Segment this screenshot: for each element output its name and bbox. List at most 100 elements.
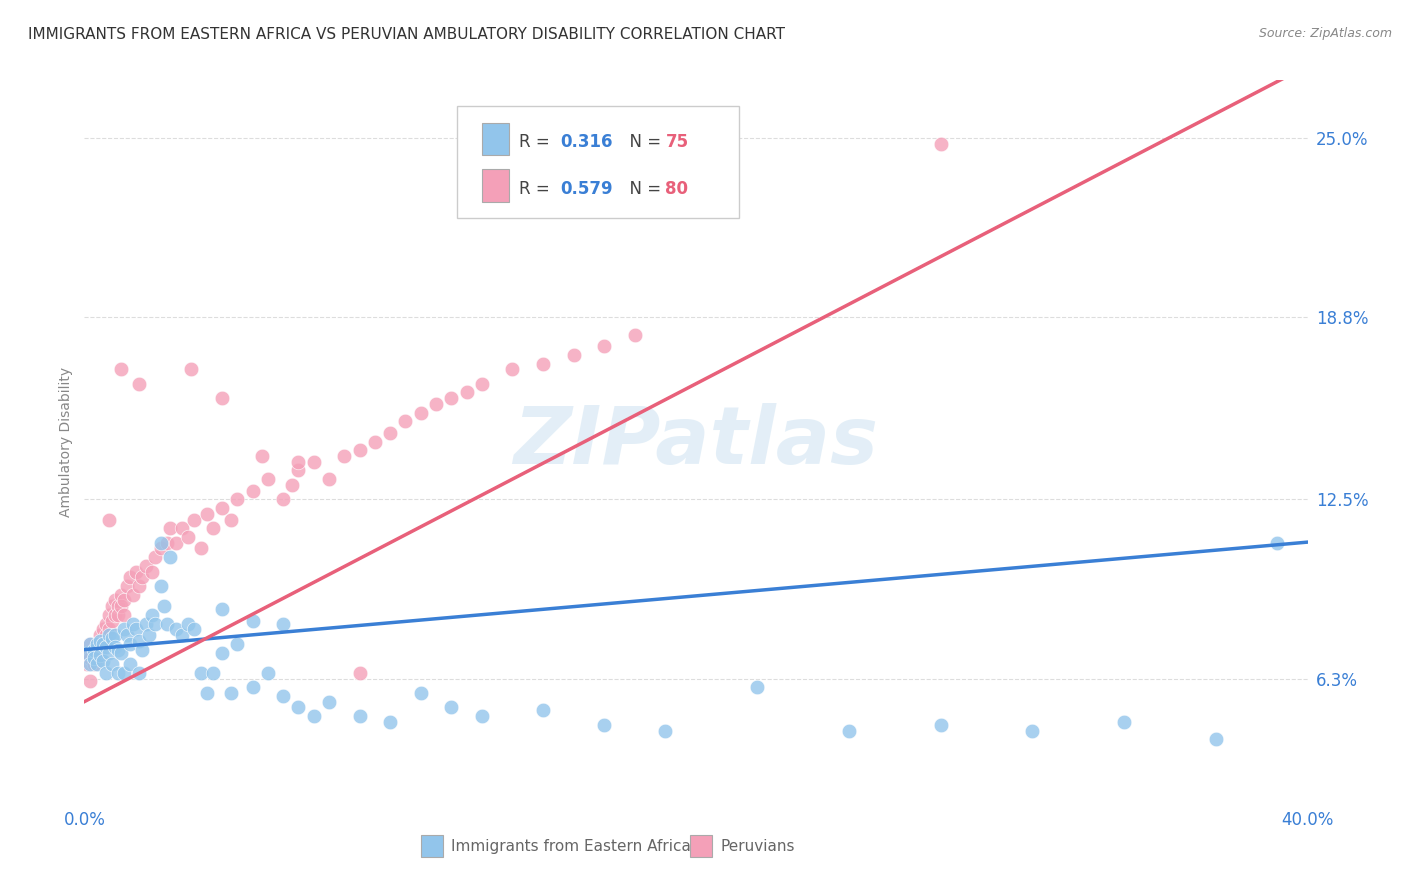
Point (195, 507, 218, 521)
Point (302, 709, 325, 723)
Point (190, 541, 212, 556)
Point (177, 530, 200, 544)
Point (271, 616, 294, 631)
Point (172, 521, 194, 535)
Point (531, 703, 554, 717)
Point (141, 565, 163, 579)
Point (101, 631, 124, 645)
Point (211, 501, 233, 516)
Point (929, 718, 952, 732)
Point (1114, 714, 1136, 729)
Point (94, 665, 117, 680)
Point (409, 686, 432, 700)
Point (143, 550, 166, 565)
Point (190, 665, 212, 680)
Point (101, 614, 124, 628)
Point (149, 541, 172, 556)
Point (471, 376, 494, 391)
Text: 80: 80 (665, 180, 689, 198)
Text: 0.579: 0.579 (560, 180, 613, 198)
Point (149, 579, 172, 593)
Point (271, 492, 294, 507)
Point (242, 483, 264, 498)
Point (349, 709, 371, 723)
Point (250, 449, 273, 463)
Point (624, 327, 647, 342)
Point (83, 651, 105, 665)
Point (91, 637, 114, 651)
Point (318, 695, 340, 709)
Point (287, 700, 309, 714)
Point (91, 654, 114, 668)
Text: ZIPatlas: ZIPatlas (513, 402, 879, 481)
Point (440, 700, 463, 714)
Point (107, 665, 129, 680)
Point (165, 535, 187, 549)
Point (110, 588, 132, 602)
Bar (482, 122, 509, 155)
Point (97, 512, 120, 526)
Point (120, 657, 142, 671)
Point (211, 602, 233, 616)
Point (135, 616, 157, 631)
Point (149, 535, 172, 549)
Point (115, 579, 138, 593)
Point (929, 136, 952, 151)
Point (409, 406, 432, 420)
Point (349, 665, 371, 680)
Point (281, 478, 304, 492)
Point (79, 637, 101, 651)
Point (159, 550, 181, 565)
Point (440, 391, 463, 405)
Point (79, 651, 101, 665)
Point (104, 628, 127, 642)
Point (219, 686, 242, 700)
Point (110, 362, 132, 376)
Point (104, 593, 127, 607)
Point (201, 521, 224, 535)
Point (86, 637, 108, 651)
Point (211, 391, 233, 405)
Point (380, 714, 402, 729)
Point (76, 646, 98, 660)
Point (593, 339, 616, 353)
Point (364, 434, 387, 449)
Point (104, 640, 127, 654)
Point (76, 646, 98, 660)
Point (79, 637, 101, 651)
Point (97, 607, 120, 622)
Text: N =: N = (619, 180, 666, 198)
Point (110, 646, 132, 660)
Point (115, 628, 138, 642)
Point (143, 616, 166, 631)
Point (131, 642, 153, 657)
Point (226, 492, 249, 507)
Point (112, 665, 135, 680)
Point (122, 616, 145, 631)
Point (107, 642, 129, 657)
Point (257, 665, 280, 680)
Point (97, 628, 120, 642)
Point (97, 646, 120, 660)
Point (128, 634, 150, 648)
Point (1021, 723, 1043, 738)
Point (131, 570, 153, 584)
Point (107, 599, 129, 614)
Point (654, 723, 676, 738)
Point (318, 472, 340, 486)
Point (1265, 535, 1288, 549)
Point (425, 397, 447, 411)
Point (79, 657, 101, 671)
Point (89, 628, 111, 642)
Point (128, 579, 150, 593)
Point (287, 463, 309, 477)
Point (201, 665, 224, 680)
Point (177, 616, 200, 631)
Point (141, 607, 163, 622)
Bar (482, 169, 509, 202)
Point (91, 623, 114, 637)
Point (89, 634, 111, 648)
Y-axis label: Ambulatory Disability: Ambulatory Disability (59, 367, 73, 516)
Point (112, 593, 135, 607)
Bar (690, 835, 711, 857)
